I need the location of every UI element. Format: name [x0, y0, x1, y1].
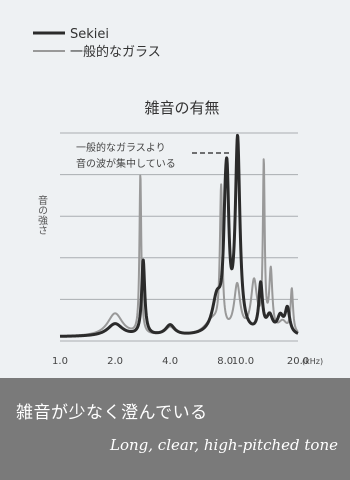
legend-label-glass: 一般的なガラス: [70, 44, 161, 60]
y-axis-label: 音の強さ: [36, 194, 48, 235]
annotation-line-2: 音の波が集中している: [76, 157, 176, 170]
annotation-line-1: 一般的なガラスより: [76, 141, 166, 154]
x-tick-label: 8.0: [217, 356, 233, 367]
spectrum-chart: Sekiei 一般的なガラス 雑音の有無 音の強さ 1.0 2.0 4.0 8.010…: [33, 27, 323, 367]
x-axis-unit: (kHz): [302, 357, 323, 366]
caption-band: 雑音が少なく澄んでいる Long, clear, high-pitched to…: [0, 378, 350, 480]
series-line-sekiei: [58, 133, 300, 338]
chart-title: 雑音の有無: [144, 99, 219, 117]
caption-main: 雑音が少なく澄んでいる: [16, 403, 208, 423]
x-tick-label: 20.0: [287, 356, 309, 367]
x-tick-label: 4.0: [162, 356, 178, 367]
legend-label-sekiei: Sekiei: [70, 27, 109, 42]
grid: [60, 132, 298, 342]
x-tick-label: 2.0: [107, 356, 123, 367]
series-lines: [58, 133, 300, 338]
x-tick-label: 10.0: [232, 356, 254, 367]
caption-sub: Long, clear, high-pitched tone: [110, 436, 338, 454]
x-tick-labels: 1.0 2.0 4.0 8.010.0 20.0(kHz): [52, 356, 323, 367]
x-tick-label: 1.0: [52, 356, 68, 367]
